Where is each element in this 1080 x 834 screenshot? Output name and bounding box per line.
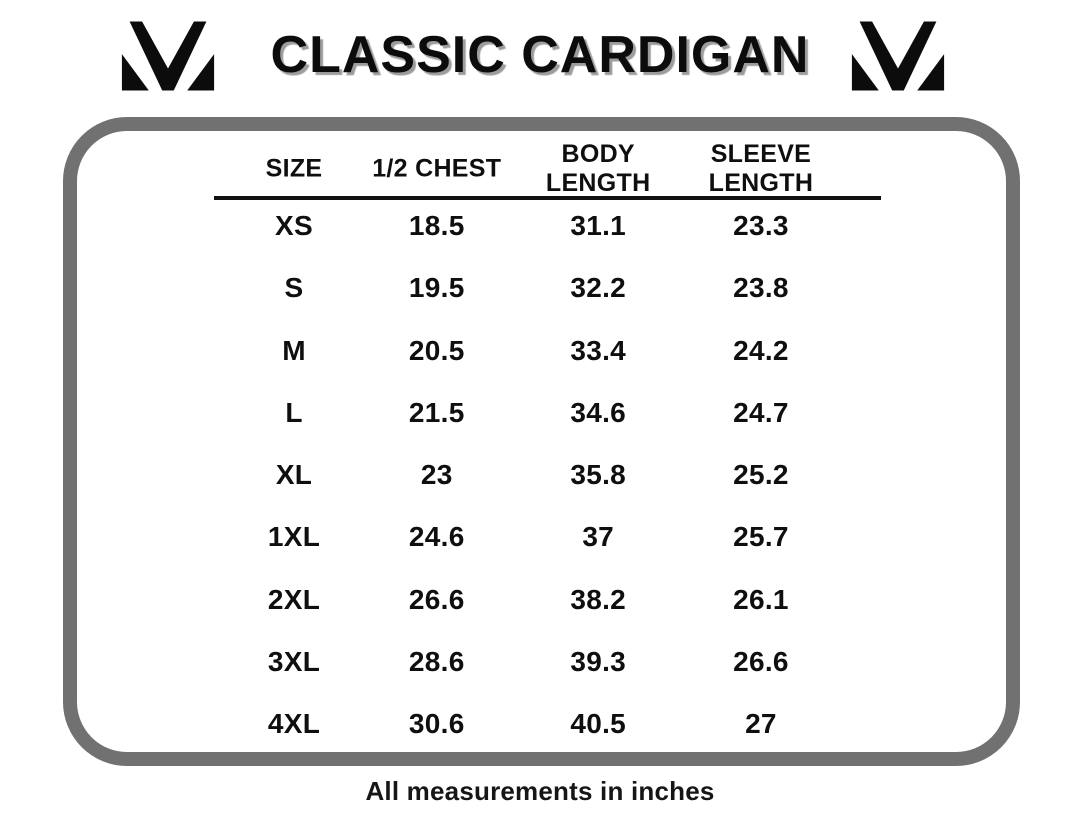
size-cell: S: [284, 272, 304, 304]
measurement-cell: 31.1: [570, 210, 627, 241]
size-cell: M: [282, 334, 306, 366]
column-header-size: SIZE: [265, 154, 323, 183]
measurement-cell: 26.6: [408, 583, 465, 615]
mm-monogram-icon: [121, 21, 215, 91]
mm-monogram-icon: [851, 21, 945, 91]
measurement-cell: 37: [582, 521, 615, 553]
size-cell: XS: [275, 210, 314, 241]
column-header-sleeve-length: SLEEVE LENGTH: [708, 140, 814, 197]
measurement-cell: 25.2: [733, 459, 789, 490]
size-cell: 1XL: [267, 521, 321, 553]
size-cell: 3XL: [267, 645, 321, 677]
measurement-cell: 33.4: [570, 334, 627, 366]
measurement-cell: 24.6: [408, 521, 465, 553]
measurement-cell: 19.5: [408, 272, 465, 304]
measurement-cell: 18.5: [408, 210, 465, 241]
column-header-half-chest: 1/2 CHEST: [372, 154, 502, 183]
size-chart-frame: [63, 117, 1020, 766]
measurement-cell: 34.6: [570, 396, 627, 428]
measurement-cell: 24.2: [733, 334, 789, 366]
measurement-cell: 30.6: [408, 708, 465, 739]
measurement-cell: 23.3: [733, 210, 789, 241]
header-divider-line: [214, 196, 881, 200]
measurement-cell: 26.6: [733, 645, 789, 677]
measurement-cell: 38.2: [570, 583, 627, 615]
measurement-cell: 25.7: [733, 521, 789, 553]
measurement-cell: 26.1: [733, 583, 789, 615]
size-cell: 4XL: [267, 708, 321, 739]
measurement-cell: 39.3: [570, 645, 627, 677]
measurement-cell: 32.2: [570, 272, 627, 304]
measurement-cell: 27: [745, 708, 777, 739]
measurement-cell: 21.5: [408, 396, 465, 428]
measurement-cell: 23: [420, 459, 453, 490]
measurement-cell: 20.5: [408, 334, 465, 366]
size-cell: L: [285, 396, 303, 428]
measurements-footnote: All measurements in inches: [365, 776, 715, 806]
size-table: SIZE 1/2 CHEST BODY LENGTH SLEEVE LENGTH…: [214, 140, 881, 755]
page-title: CLASSIC CARDIGAN: [270, 26, 810, 84]
size-cell: 2XL: [267, 583, 321, 615]
measurement-cell: 28.6: [408, 645, 465, 677]
measurement-cell: 23.8: [733, 272, 789, 304]
column-header-body-length: BODY LENGTH: [545, 140, 651, 197]
measurement-cell: 24.7: [733, 396, 789, 428]
size-cell: XL: [275, 459, 313, 490]
measurement-cell: 40.5: [570, 708, 627, 739]
measurement-cell: 35.8: [570, 459, 627, 490]
